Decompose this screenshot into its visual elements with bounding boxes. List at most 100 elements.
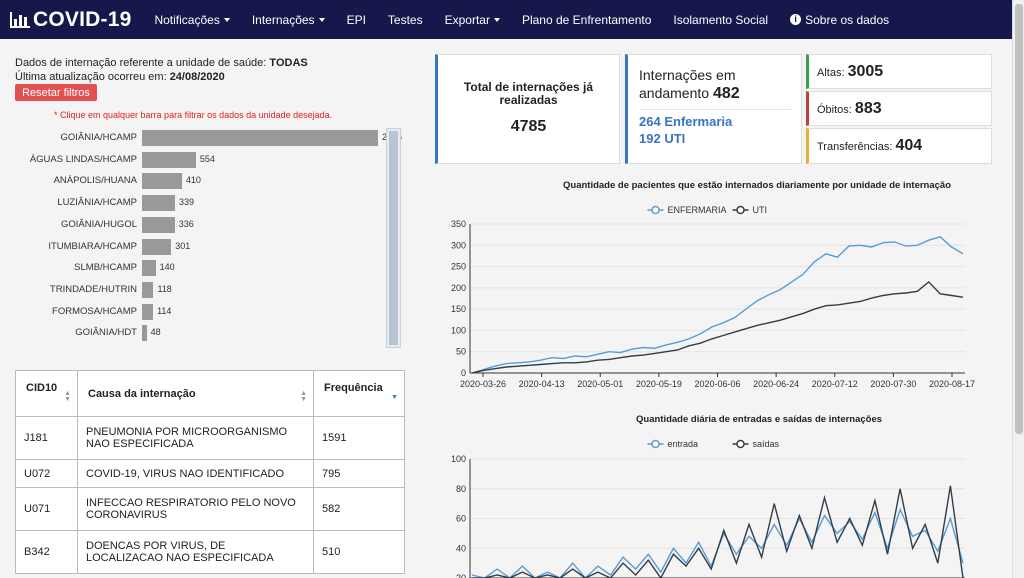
kpi-total-value: 4785 (510, 118, 547, 135)
page-scrollbar-thumb[interactable] (1015, 4, 1023, 434)
nav-item-plano-de-enfrentamento[interactable]: Plano de Enfrentamento (511, 13, 662, 27)
kpi-transfers-card: Transferências: 404 (806, 128, 992, 164)
reset-filters-button[interactable]: Resetar filtros (15, 84, 97, 101)
kpi-discharges-card: Altas: 3005 (806, 54, 992, 89)
unit-bar[interactable] (142, 238, 172, 255)
sort-icon: ▲ ▼ (300, 390, 307, 403)
x-tick-label: 2020-08-17 (929, 379, 975, 389)
col-header-cause-label: Causa da internação (88, 387, 196, 400)
col-header-freq[interactable]: Frequência ▼ (313, 370, 405, 417)
bar-chart-scrollbar[interactable] (386, 128, 401, 348)
unit-bar[interactable] (142, 281, 154, 298)
cell-cause: INFECCAO RESPIRATORIO PELO NOVO CORONAVI… (77, 487, 314, 531)
filter-info: Dados de internação referente a unidade … (15, 56, 308, 84)
legend-label[interactable]: UTI (753, 205, 768, 215)
col-header-cause[interactable]: Causa da internação ▲ ▼ (77, 370, 314, 417)
cell-cid: U071 (15, 487, 78, 531)
nav-item-label: EPI (346, 12, 366, 27)
kpi-ongoing-card: Internações em andamento 482 264 Enferma… (625, 54, 802, 164)
legend-label[interactable]: saídas (753, 439, 780, 449)
nav-item-notificacoes[interactable]: Notificações (143, 13, 240, 27)
cell-freq: 582 (313, 487, 405, 531)
chart1-title: Quantidade de pacientes que estão intern… (563, 180, 952, 191)
unit-bar[interactable] (142, 151, 196, 168)
sort-icon: ▲ ▼ (64, 390, 71, 403)
nav-item-label: Testes (387, 12, 423, 27)
unit-bar-value: 336 (178, 218, 194, 229)
y-tick-label: 350 (451, 219, 466, 229)
bar-chart-scrollbar-thumb[interactable] (389, 131, 398, 345)
unit-bar-value: 140 (159, 262, 175, 273)
legend-label[interactable]: entrada (668, 439, 699, 449)
unit-bar[interactable] (142, 260, 156, 277)
series-line-saidas (472, 485, 964, 578)
table-row[interactable]: J181 PNEUMONIA POR MICROORGANISMO NAO ESP… (15, 416, 405, 460)
unit-bar-label: ANÁPOLIS/HUANA (53, 175, 137, 187)
caret-down-icon (223, 17, 230, 22)
cell-cause: DOENCAS POR VIRUS, DE LOCALIZACAO NAO ES… (77, 530, 314, 574)
x-tick-label: 2020-03-26 (460, 379, 506, 389)
entries-exits-line-chart: 20 40 60 80 100 entrada saídas (451, 439, 965, 578)
nav-item-internacoes[interactable]: Internações (241, 13, 336, 27)
unit-value: TODAS (269, 57, 308, 69)
x-tick-label: 2020-07-12 (812, 379, 858, 389)
table-row[interactable]: U072 COVID-19, VIRUS NAO IDENTIFICADO 795 (15, 459, 405, 488)
unit-bar[interactable] (142, 173, 182, 190)
caret-down-icon (493, 17, 500, 22)
nav-item-isolamento-social[interactable]: Isolamento Social (662, 13, 779, 27)
nav-item-epi[interactable]: EPI (336, 13, 377, 27)
y-tick-label: 40 (456, 543, 466, 553)
nav-item-label: Notificações (154, 12, 220, 27)
x-tick-label: 2020-07-30 (870, 379, 916, 389)
x-tick-label: 2020-05-01 (577, 379, 623, 389)
cell-freq: 795 (313, 459, 405, 488)
kpi-total-card: Total de internações já realizadas 4785 (435, 54, 620, 164)
cell-cid: J181 (15, 416, 78, 460)
y-tick-label: 100 (451, 454, 466, 464)
cell-cause: COVID-19, VIRUS NAO IDENTIFICADO (77, 459, 314, 488)
unit-bar-label: GOIÂNIA/HDT (75, 327, 137, 339)
kpi-transfers-label: Transferências: (817, 141, 893, 153)
y-tick-label: 300 (451, 240, 466, 250)
brand-logo[interactable]: COVID-19 (10, 8, 131, 32)
update-prefix: Última atualização ocorreu em: (15, 71, 167, 83)
x-tick-label: 2020-06-06 (694, 379, 740, 389)
legend-marker (651, 439, 660, 449)
legend-marker (736, 439, 745, 449)
kpi-ward-label: Enfermaria (664, 114, 733, 129)
kpi-discharges-value: 3005 (847, 63, 884, 80)
unit-bar[interactable] (142, 195, 175, 212)
nav-item-sobre-label: Sobre os dados (805, 12, 890, 27)
update-value: 24/08/2020 (169, 71, 225, 83)
unit-bar-value: 339 (178, 197, 195, 208)
unit-bar[interactable] (142, 130, 378, 146)
unit-bar[interactable] (142, 216, 175, 233)
series-line-enfermaria (471, 236, 964, 374)
unit-bar-value: 114 (157, 305, 172, 316)
kpi-discharges-label: Altas: (817, 67, 845, 79)
kpi-deaths-card: Óbitos: 883 (806, 91, 992, 126)
unit-bar[interactable] (142, 325, 147, 342)
cell-freq: 1591 (313, 416, 405, 460)
legend-label[interactable]: ENFERMARIA (668, 205, 727, 215)
unit-bar-value: 554 (199, 153, 215, 164)
kpi-transfers-value: 404 (895, 137, 923, 154)
nav-item-sobre[interactable]: i Sobre os dados (779, 13, 900, 27)
col-header-cid[interactable]: CID10 ▲ ▼ (15, 370, 78, 417)
unit-bar-label: TRINDADE/HUTRIN (49, 283, 137, 295)
page-scrollbar[interactable] (1012, 0, 1024, 578)
unit-bar-label: SLMB/HCAMP (74, 262, 137, 274)
unit-bar-label: LUZIÂNIA/HCAMP (57, 197, 137, 209)
kpi-deaths-label: Óbitos: (817, 104, 852, 116)
y-tick-label: 50 (456, 347, 466, 357)
unit-bar[interactable] (142, 303, 154, 320)
caret-down-icon (318, 17, 325, 22)
kpi-ongoing-value: 482 (712, 85, 740, 102)
unit-bar-value: 118 (157, 283, 172, 294)
table-row[interactable]: B342 DOENCAS POR VIRUS, DE LOCALIZACAO NA… (15, 530, 405, 574)
table-row[interactable]: U071 INFECCAO RESPIRATORIO PELO NOVO CORO… (15, 487, 405, 531)
cell-freq: 510 (313, 530, 405, 574)
nav-item-testes[interactable]: Testes (377, 13, 434, 27)
nav-item-exportar[interactable]: Exportar (434, 13, 511, 27)
unit-bar-value: 48 (150, 327, 161, 338)
